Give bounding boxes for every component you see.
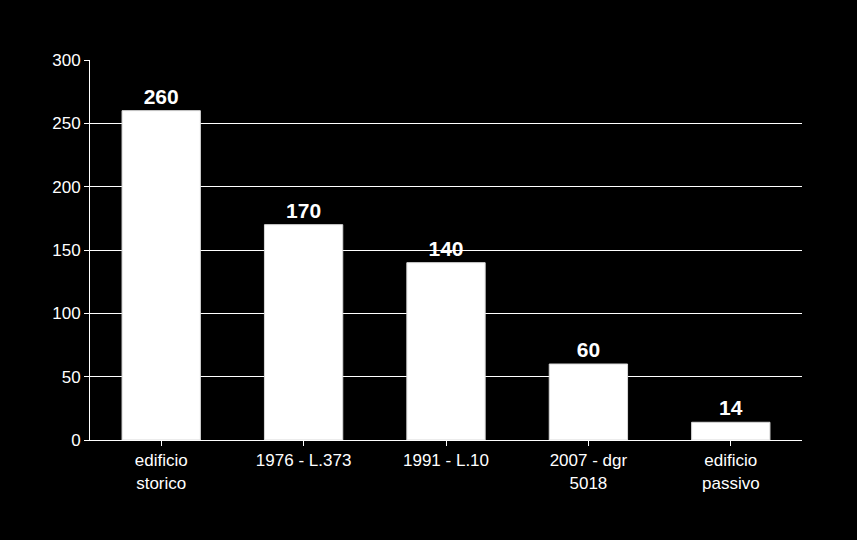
svg-text:250: 250: [52, 114, 80, 133]
svg-text:1991 - L.10: 1991 - L.10: [403, 451, 489, 470]
svg-text:edificiostorico: edificiostorico: [135, 451, 188, 492]
svg-text:300: 300: [52, 51, 80, 70]
svg-text:150: 150: [52, 241, 80, 260]
svg-text:14: 14: [719, 396, 743, 419]
svg-text:60: 60: [577, 338, 600, 361]
svg-text:140: 140: [428, 237, 463, 260]
svg-text:100: 100: [52, 304, 80, 323]
svg-text:50: 50: [62, 368, 81, 387]
svg-text:170: 170: [286, 199, 321, 222]
svg-text:260: 260: [144, 85, 179, 108]
svg-text:1976 - L.373: 1976 - L.373: [256, 451, 351, 470]
svg-text:edificiopassivo: edificiopassivo: [702, 451, 760, 492]
svg-text:0: 0: [71, 431, 80, 450]
svg-text:2007 - dgr5018: 2007 - dgr5018: [550, 451, 628, 492]
svg-text:200: 200: [52, 178, 80, 197]
